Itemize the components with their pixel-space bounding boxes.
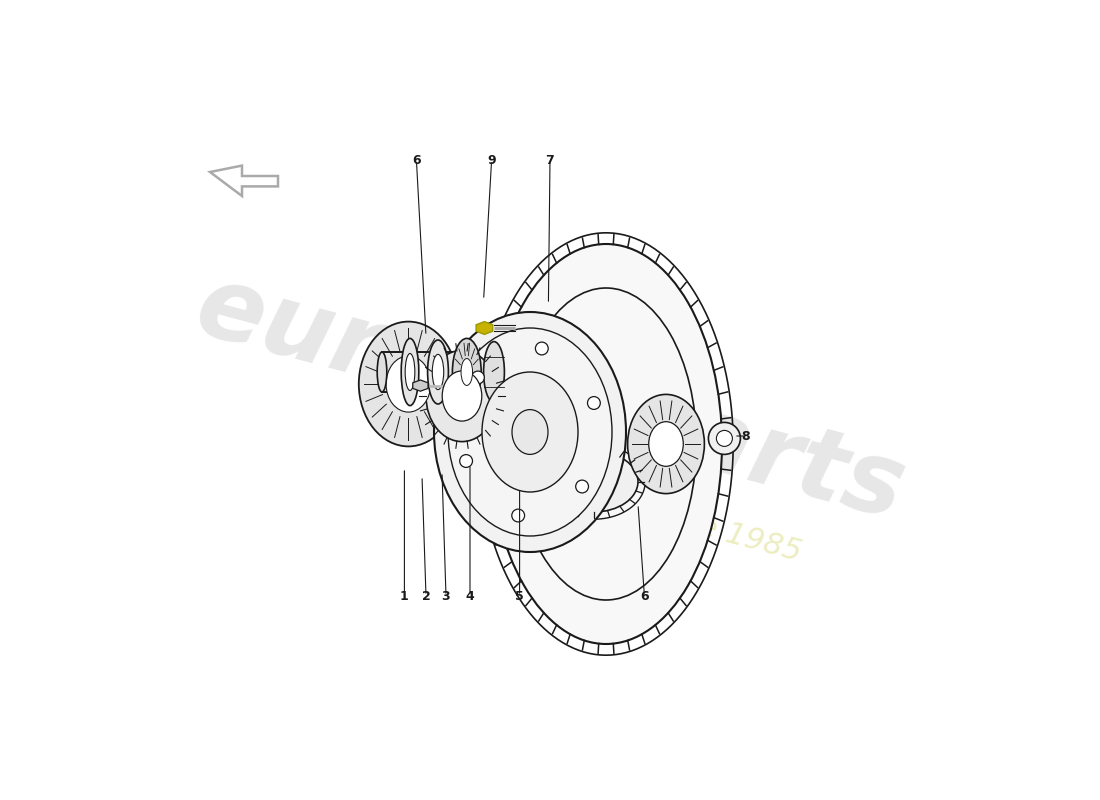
Ellipse shape bbox=[490, 244, 722, 644]
Circle shape bbox=[716, 430, 733, 446]
Text: 7: 7 bbox=[546, 154, 554, 166]
Ellipse shape bbox=[461, 358, 473, 386]
Ellipse shape bbox=[482, 372, 578, 492]
Text: 1: 1 bbox=[400, 590, 409, 602]
Circle shape bbox=[708, 422, 740, 454]
Text: 5: 5 bbox=[515, 590, 524, 602]
Ellipse shape bbox=[377, 352, 387, 392]
Text: 9: 9 bbox=[487, 154, 496, 166]
Circle shape bbox=[587, 397, 601, 410]
Ellipse shape bbox=[448, 328, 612, 536]
Ellipse shape bbox=[386, 356, 431, 412]
Text: 8: 8 bbox=[741, 430, 750, 442]
Text: a passion since 1985: a passion since 1985 bbox=[487, 457, 805, 567]
Circle shape bbox=[472, 371, 484, 384]
Circle shape bbox=[536, 342, 548, 355]
Text: 4: 4 bbox=[465, 590, 474, 602]
Text: eurocarparts: eurocarparts bbox=[185, 258, 915, 542]
Polygon shape bbox=[412, 380, 428, 391]
Text: 6: 6 bbox=[412, 154, 420, 166]
Text: 6: 6 bbox=[640, 590, 649, 602]
Ellipse shape bbox=[402, 338, 419, 406]
Ellipse shape bbox=[426, 350, 498, 442]
Ellipse shape bbox=[452, 338, 481, 406]
Ellipse shape bbox=[405, 354, 415, 390]
Ellipse shape bbox=[550, 451, 638, 512]
Ellipse shape bbox=[428, 340, 449, 404]
Ellipse shape bbox=[434, 312, 626, 552]
Ellipse shape bbox=[512, 410, 548, 454]
Circle shape bbox=[512, 509, 525, 522]
Ellipse shape bbox=[649, 422, 683, 466]
Circle shape bbox=[575, 480, 589, 493]
Ellipse shape bbox=[628, 394, 704, 494]
Ellipse shape bbox=[484, 342, 505, 402]
Ellipse shape bbox=[442, 371, 482, 421]
Ellipse shape bbox=[432, 354, 443, 390]
Circle shape bbox=[460, 454, 473, 467]
Text: 3: 3 bbox=[442, 590, 450, 602]
Polygon shape bbox=[476, 322, 493, 334]
Text: 2: 2 bbox=[421, 590, 430, 602]
Ellipse shape bbox=[359, 322, 458, 446]
